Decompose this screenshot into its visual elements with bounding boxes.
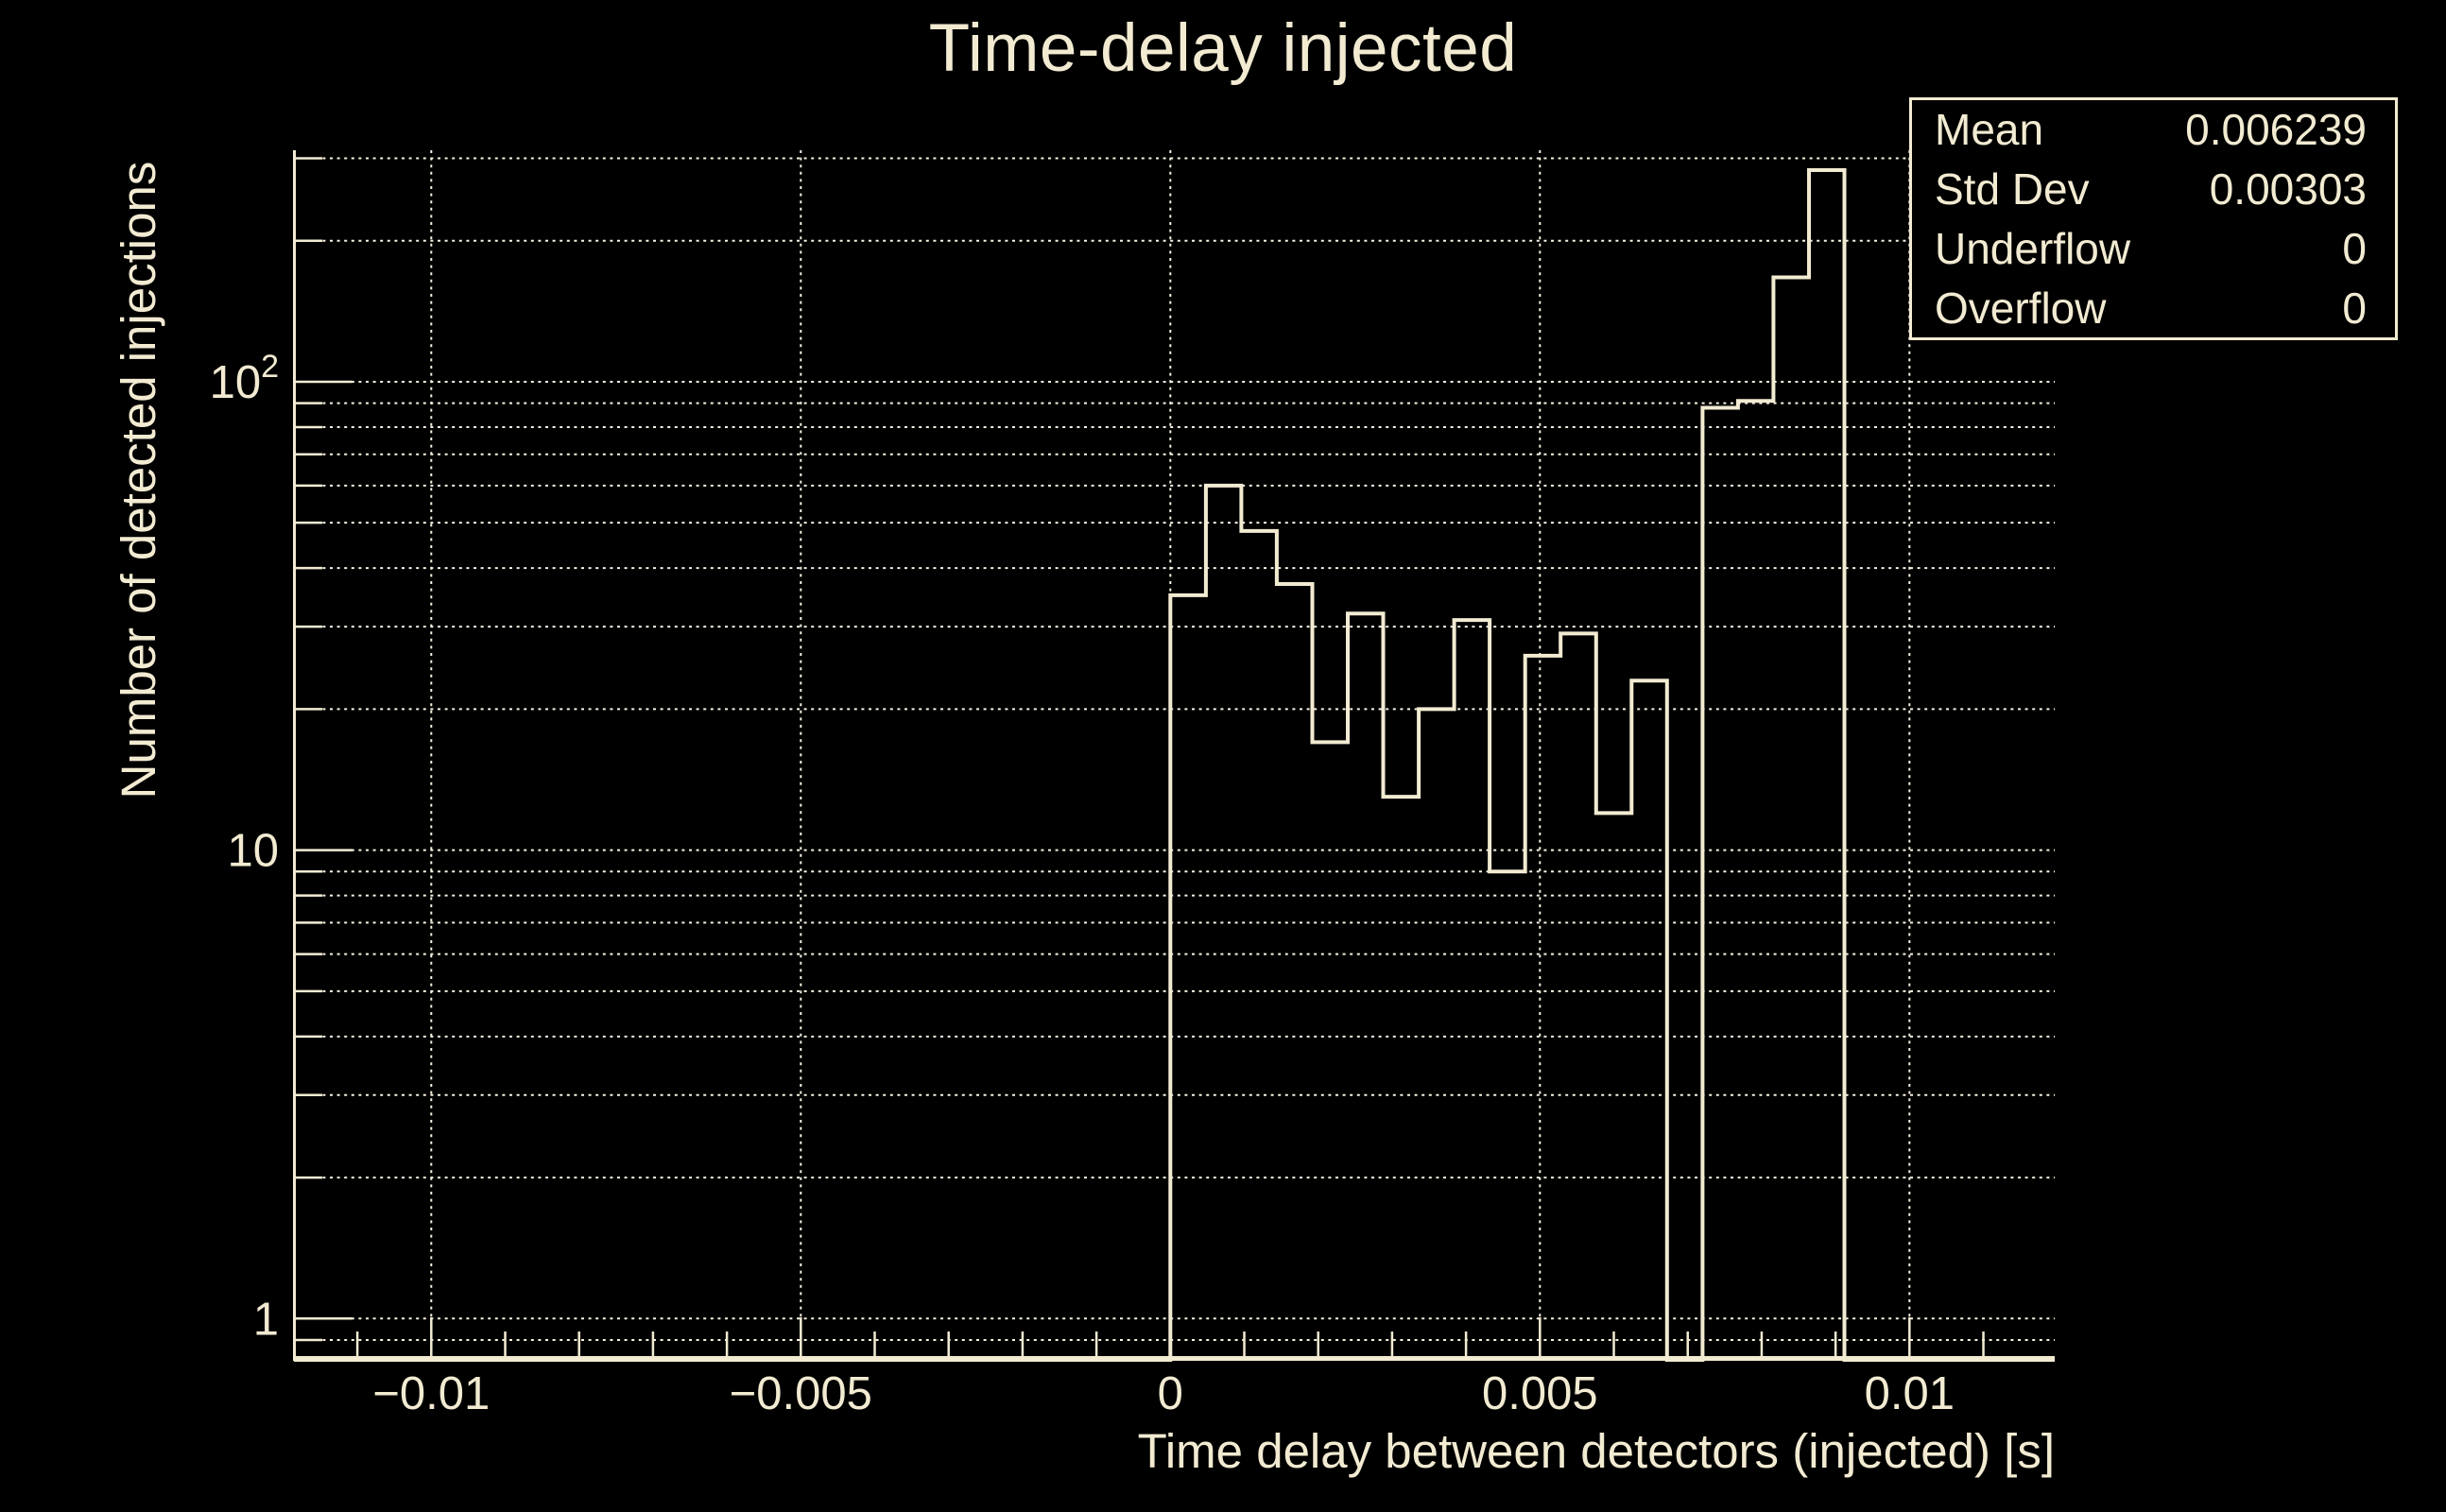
x-tick-label: −0.01 bbox=[372, 1368, 490, 1419]
stats-value: 0 bbox=[2342, 283, 2367, 333]
chart-title: Time-delay injected bbox=[928, 10, 1518, 86]
y-axis-title: Number of detected injections bbox=[112, 161, 165, 799]
y-tick-label: 1 bbox=[253, 1294, 279, 1345]
stats-row-underflow: Underflow 0 bbox=[1912, 219, 2395, 279]
y-tick-label: 10 bbox=[227, 826, 279, 877]
y-gridlines bbox=[294, 157, 2055, 1341]
stats-value: 0.00303 bbox=[2209, 164, 2367, 215]
stats-box: Mean 0.006239 Std Dev 0.00303 Underflow … bbox=[1909, 97, 2398, 340]
stats-label: Overflow bbox=[1935, 283, 2107, 333]
y-tick-label: 102 bbox=[210, 349, 279, 408]
x-tick-label: 0 bbox=[1158, 1368, 1183, 1419]
x-tick-label: 0.01 bbox=[1865, 1368, 1955, 1419]
stats-label: Std Dev bbox=[1935, 164, 2090, 215]
stats-row-mean: Mean 0.006239 bbox=[1912, 100, 2395, 160]
x-tick-label: −0.005 bbox=[730, 1368, 872, 1419]
stats-value: 0 bbox=[2342, 223, 2367, 273]
x-tick-label: 0.005 bbox=[1482, 1368, 1598, 1419]
x-tick-labels: −0.01 −0.005 0 0.005 0.01 bbox=[372, 1368, 1955, 1419]
stats-label: Mean bbox=[1935, 105, 2044, 155]
stats-row-stddev: Std Dev 0.00303 bbox=[1912, 160, 2395, 219]
y-ticks bbox=[294, 157, 353, 1342]
stats-value: 0.006239 bbox=[2185, 105, 2367, 155]
stats-label: Underflow bbox=[1935, 223, 2131, 273]
x-axis-title: Time delay between detectors (injected) … bbox=[1137, 1424, 2055, 1478]
histogram-line bbox=[294, 168, 2055, 1362]
y-tick-labels: 1 10 102 bbox=[210, 349, 279, 1345]
stats-row-overflow: Overflow 0 bbox=[1912, 278, 2395, 337]
